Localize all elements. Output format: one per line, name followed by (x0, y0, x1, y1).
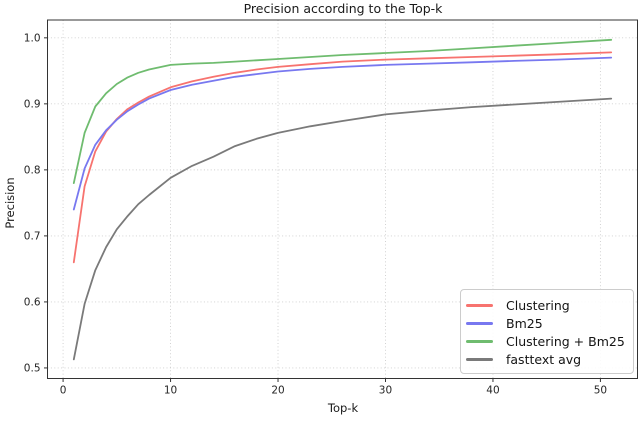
x-tick-label: 40 (486, 385, 499, 397)
x-tick-label: 0 (60, 385, 67, 397)
y-tick-label: 0.6 (24, 297, 41, 309)
legend: Clustering Bm25 Clustering + Bm25 fastte… (460, 289, 634, 374)
x-tick-label: 30 (379, 385, 392, 397)
series-line-bm25 (72, 56, 613, 211)
series-line-clustering (72, 51, 613, 264)
legend-item: fasttext avg (466, 351, 627, 369)
legend-swatch (466, 358, 493, 362)
series-line-clustering-bm25 (72, 38, 613, 185)
x-tick-label: 10 (164, 385, 177, 397)
legend-label: Clustering (506, 297, 570, 313)
chart-title: Precision according to the Top-k (243, 1, 443, 16)
legend-item: Bm25 (466, 314, 627, 332)
x-tick-label: 20 (271, 385, 284, 397)
y-tick-label: 1.0 (24, 32, 41, 44)
legend-label: fasttext avg (506, 352, 582, 368)
y-tick-label: 0.5 (24, 363, 41, 375)
x-tick-label: 50 (594, 385, 607, 397)
y-tick-label: 0.9 (24, 98, 41, 110)
y-tick-label: 0.7 (24, 230, 41, 242)
legend-swatch (466, 339, 493, 343)
series-lines (72, 38, 613, 361)
y-tick-label: 0.8 (24, 164, 41, 176)
legend-swatch (466, 303, 493, 307)
plot-border (47, 19, 638, 379)
legend-label: Clustering + Bm25 (506, 333, 625, 349)
y-axis-label: Precision (3, 177, 17, 229)
legend-label: Bm25 (506, 315, 543, 331)
axis-ticks: 0 10 20 30 40 50 0.5 0.6 0.7 0.8 0.9 1.0 (24, 32, 607, 396)
legend-swatch (466, 321, 493, 325)
legend-item: Clustering + Bm25 (466, 332, 627, 350)
x-axis-label: Top-k (327, 401, 359, 415)
series-line-fasttext-avg (72, 97, 613, 361)
legend-item: Clustering (466, 296, 627, 314)
